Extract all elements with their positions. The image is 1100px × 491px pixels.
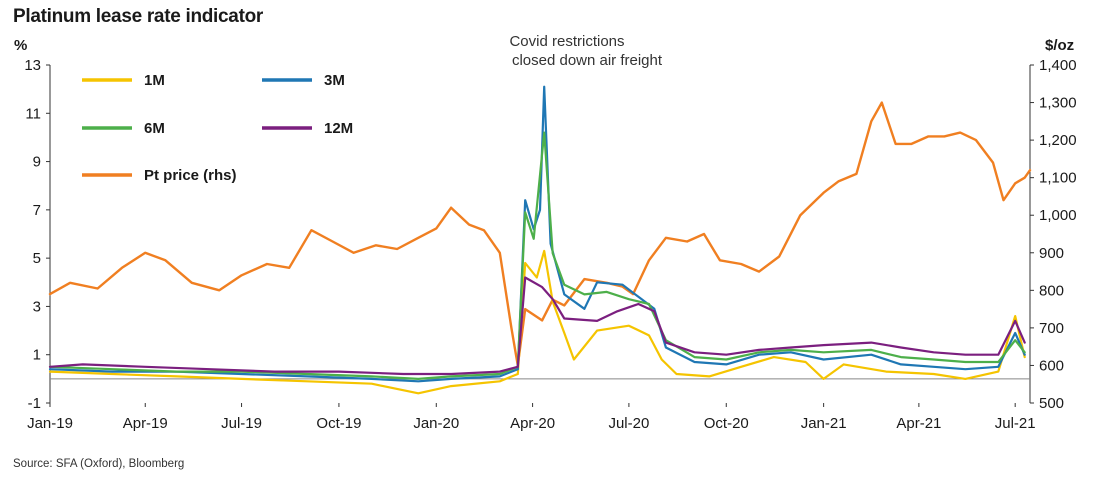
series-line-6m <box>48 131 1026 380</box>
annotation-line-1: Covid restrictions <box>509 33 624 50</box>
legend-label-6m: 6M <box>144 120 165 137</box>
chart-source: Source: SFA (Oxford), Bloomberg <box>13 458 185 470</box>
series-line-12m <box>48 276 1026 376</box>
legend: 1M 3M 6M 12M Pt price (rhs) <box>82 72 353 184</box>
x-tick-label: Oct-19 <box>316 415 361 432</box>
right-tick-label: 800 <box>1039 282 1064 299</box>
annotation: Covid restrictions closed down air freig… <box>509 33 662 69</box>
right-axis-unit: $/oz <box>1045 37 1074 54</box>
right-tick-label: 1,300 <box>1039 95 1077 112</box>
left-tick-label: 1 <box>33 347 41 364</box>
x-axis-ticks: Jan-19 Apr-19 Jul-19 Oct-19 Jan-20 Apr-20 Jul-… <box>27 403 1036 432</box>
left-tick-label: 3 <box>33 298 41 315</box>
x-tick-label: Jan-20 <box>413 415 459 432</box>
annotation-line-2: closed down air freight <box>512 52 663 69</box>
right-tick-label: 900 <box>1039 245 1064 262</box>
x-tick-label: Apr-20 <box>510 415 555 432</box>
legend-label-pt-price-rhs: Pt price (rhs) <box>144 167 237 184</box>
right-tick-label: 500 <box>1039 395 1064 412</box>
right-tick-label: 700 <box>1039 320 1064 337</box>
right-tick-label: 1,200 <box>1039 132 1077 149</box>
left-tick-label: 9 <box>33 154 41 171</box>
left-tick-label: -1 <box>28 395 41 412</box>
legend-label-12m: 12M <box>324 120 353 137</box>
right-tick-label: 1,000 <box>1039 207 1077 224</box>
left-tick-label: 11 <box>25 105 41 122</box>
x-tick-label: Jul-20 <box>608 415 649 432</box>
x-tick-label: Apr-21 <box>896 415 941 432</box>
x-tick-label: Apr-19 <box>123 415 168 432</box>
right-tick-label: 1,400 <box>1039 57 1077 74</box>
right-tick-label: 600 <box>1039 357 1064 374</box>
x-tick-label: Jan-19 <box>27 415 73 432</box>
series-line-1m <box>48 249 1026 395</box>
left-axis-unit: % <box>14 37 27 54</box>
chart-title: Platinum lease rate indicator <box>13 6 263 27</box>
series-line-pt-price-rhs <box>48 101 1032 367</box>
right-tick-label: 1,100 <box>1039 170 1077 187</box>
left-axis-ticks: 13 11 9 7 5 3 1 -1 <box>24 57 50 412</box>
x-tick-label: Oct-20 <box>704 415 749 432</box>
x-tick-label: Jul-19 <box>221 415 262 432</box>
left-tick-label: 5 <box>33 250 41 267</box>
x-tick-label: Jan-21 <box>801 415 847 432</box>
left-tick-label: 13 <box>24 57 41 74</box>
left-tick-label: 7 <box>33 202 41 219</box>
legend-label-3m: 3M <box>324 72 345 89</box>
series-line-3m <box>48 85 1026 383</box>
x-tick-label: Jul-21 <box>995 415 1036 432</box>
series-lines <box>48 85 1032 395</box>
right-axis-ticks: 1,400 1,300 1,200 1,100 1,000 900 800 700 600 500 <box>1030 57 1077 412</box>
legend-label-1m: 1M <box>144 72 165 89</box>
